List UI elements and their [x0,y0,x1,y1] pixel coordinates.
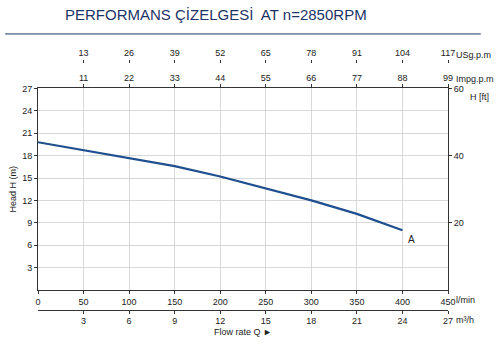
svg-text:50: 50 [79,297,89,307]
svg-text:66: 66 [306,73,316,83]
svg-text:33: 33 [170,73,180,83]
svg-text:12: 12 [22,196,32,206]
svg-text:39: 39 [170,48,180,58]
svg-text:22: 22 [124,73,134,83]
svg-text:m³/h: m³/h [456,315,474,325]
svg-text:100: 100 [122,297,137,307]
svg-text:200: 200 [213,297,228,307]
svg-text:3: 3 [81,316,86,326]
svg-text:24: 24 [22,106,32,116]
svg-text:250: 250 [258,297,273,307]
svg-text:18: 18 [22,151,32,161]
svg-text:6: 6 [27,240,32,250]
svg-text:44: 44 [215,73,225,83]
svg-text:300: 300 [304,297,319,307]
svg-text:6: 6 [127,316,132,326]
svg-text:18: 18 [306,316,316,326]
svg-text:400: 400 [395,297,410,307]
svg-text:3: 3 [27,263,32,273]
svg-text:Head H (m): Head H (m) [8,166,18,213]
svg-text:77: 77 [352,73,362,83]
svg-text:52: 52 [215,48,225,58]
svg-text:27: 27 [443,316,453,326]
svg-text:78: 78 [306,48,316,58]
svg-text:13: 13 [79,48,89,58]
svg-text:350: 350 [349,297,364,307]
svg-text:A: A [408,234,415,245]
svg-text:55: 55 [261,73,271,83]
svg-text:PERFORMANS ÇİZELGESİ AT n=285: PERFORMANS ÇİZELGESİ AT n=2850RPM [65,6,367,23]
svg-text:H [ft]: H [ft] [470,92,489,102]
svg-text:450: 450 [440,297,455,307]
svg-text:12: 12 [215,316,225,326]
svg-text:21: 21 [22,128,32,138]
svg-text:27: 27 [22,84,32,94]
svg-text:Impg.p.m: Impg.p.m [456,74,494,84]
svg-text:117: 117 [441,48,455,58]
svg-text:11: 11 [79,73,88,83]
svg-text:40: 40 [454,151,464,161]
svg-text:24: 24 [397,316,407,326]
svg-text:USg.p.m: USg.p.m [456,50,491,60]
svg-text:65: 65 [261,48,271,58]
svg-text:91: 91 [352,48,362,58]
svg-text:15: 15 [261,316,271,326]
svg-text:9: 9 [172,316,177,326]
svg-text:150: 150 [167,297,182,307]
svg-text:20: 20 [454,218,464,228]
svg-text:88: 88 [397,73,407,83]
svg-text:99: 99 [443,73,453,83]
svg-text:Flow rate Q ►: Flow rate Q ► [214,327,272,337]
svg-text:9: 9 [27,218,32,228]
svg-text:26: 26 [124,48,134,58]
svg-text:15: 15 [22,173,32,183]
svg-text:104: 104 [395,48,410,58]
svg-text:0: 0 [35,297,40,307]
svg-text:21: 21 [352,316,362,326]
svg-text:60: 60 [454,84,464,94]
svg-text:l/min: l/min [456,295,475,305]
